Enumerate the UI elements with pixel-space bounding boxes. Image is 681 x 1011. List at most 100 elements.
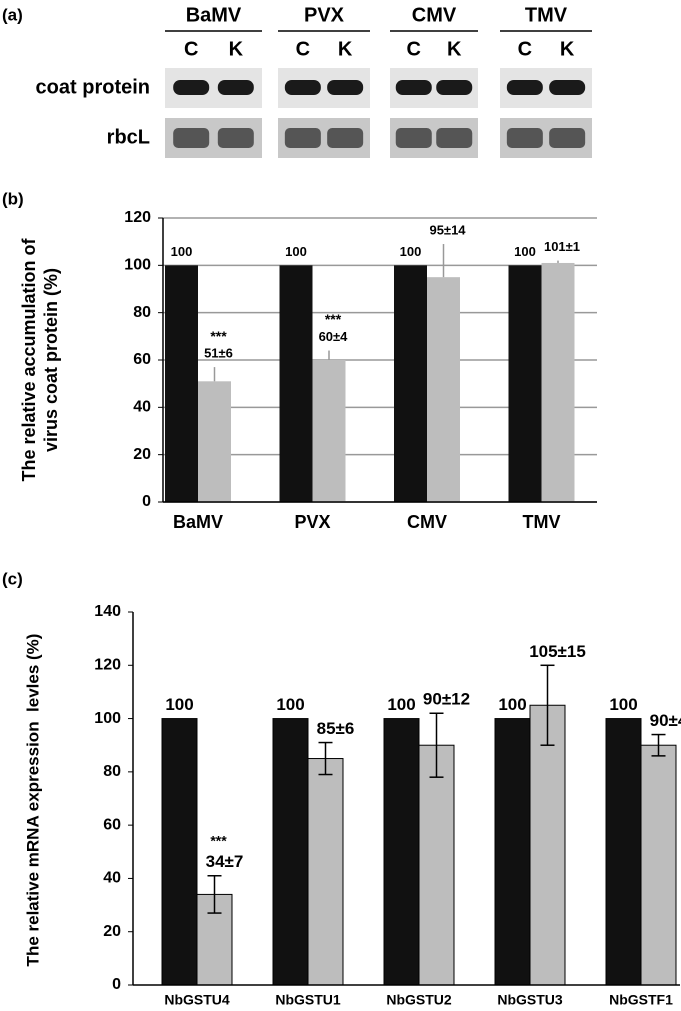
value-label: 60±4 <box>319 329 349 344</box>
x-tick-label: PVX <box>294 512 330 532</box>
significance: *** <box>210 328 227 344</box>
error-bar <box>540 664 555 746</box>
rbcl-band <box>173 128 210 148</box>
x-tick-label: NbGSTF1 <box>609 992 673 1008</box>
bar <box>605 718 642 986</box>
y-tick-label: 80 <box>133 304 151 321</box>
significance: *** <box>325 311 342 327</box>
x-tick-label: BaMV <box>173 512 223 532</box>
bar <box>383 718 420 986</box>
y-tick-label: 100 <box>94 710 121 727</box>
value-label: 100 <box>498 695 526 714</box>
y-tick-label: 120 <box>124 209 151 226</box>
bar <box>394 265 427 502</box>
x-tick-label: NbGSTU1 <box>275 992 341 1008</box>
bar <box>494 718 531 986</box>
error-bar <box>429 712 444 778</box>
y-axis-label: virus coat protein (%) <box>41 268 61 452</box>
value-label: 101±1 <box>544 239 580 254</box>
error-bar <box>651 733 666 757</box>
lane-label: K <box>447 38 462 60</box>
lane-label: K <box>229 38 244 60</box>
y-tick-label: 100 <box>124 257 151 274</box>
virus-name: TMV <box>525 4 568 26</box>
y-tick-label: 140 <box>94 603 121 620</box>
panel-label: (a) <box>2 5 23 24</box>
x-tick-label: NbGSTU2 <box>386 992 452 1008</box>
virus-name: BaMV <box>186 4 242 26</box>
row-label: rbcL <box>107 126 150 148</box>
bar <box>165 265 198 502</box>
bar <box>508 265 542 502</box>
bar <box>427 277 460 502</box>
value-label: 105±15 <box>529 642 586 661</box>
bar <box>161 718 198 986</box>
lane-label: K <box>338 38 353 60</box>
protein-band <box>506 80 543 95</box>
value-label: 100 <box>387 695 415 714</box>
lane-label: C <box>184 38 198 60</box>
bar <box>198 381 231 502</box>
y-tick-label: 40 <box>103 870 121 887</box>
bar <box>541 262 575 502</box>
value-label: 100 <box>400 244 422 259</box>
y-tick-label: 20 <box>133 446 151 463</box>
bar <box>640 744 677 986</box>
x-tick-label: NbGSTU3 <box>497 992 563 1008</box>
protein-band <box>173 80 210 95</box>
protein-band <box>284 80 321 95</box>
virus-name: CMV <box>412 4 457 26</box>
protein-band <box>549 80 586 95</box>
y-tick-label: 120 <box>94 657 121 674</box>
x-tick-label: TMV <box>523 512 561 532</box>
error-bar <box>207 875 222 914</box>
rbcl-band <box>436 128 473 148</box>
y-axis-label: The relative mRNA expression levles (%) <box>23 634 42 967</box>
error-bar <box>318 741 333 776</box>
bar <box>418 744 455 986</box>
y-tick-label: 0 <box>142 493 151 510</box>
protein-band <box>327 80 364 95</box>
virus-name: PVX <box>304 4 345 26</box>
rbcl-band <box>395 128 432 148</box>
protein-band <box>217 80 254 95</box>
rbcl-band <box>506 128 543 148</box>
value-label: 100 <box>609 695 637 714</box>
x-tick-label: NbGSTU4 <box>164 992 230 1008</box>
value-label: 90±12 <box>423 690 470 709</box>
value-label: 95±14 <box>429 222 466 237</box>
significance: *** <box>210 832 227 848</box>
rbcl-band <box>284 128 321 148</box>
value-label: 34±7 <box>206 852 244 871</box>
row-label: coat protein <box>36 76 150 98</box>
y-tick-label: 60 <box>103 816 121 833</box>
value-label: 100 <box>171 244 193 259</box>
panel-label: (b) <box>2 189 24 208</box>
y-tick-label: 40 <box>133 399 151 416</box>
lane-label: C <box>296 38 310 60</box>
y-tick-label: 0 <box>112 976 121 993</box>
bar <box>529 704 566 986</box>
y-tick-label: 20 <box>103 923 121 940</box>
rbcl-band <box>327 128 364 148</box>
rbcl-band <box>217 128 254 148</box>
y-tick-label: 80 <box>103 763 121 780</box>
bar <box>312 360 346 502</box>
value-label: 51±6 <box>204 346 233 361</box>
bar <box>307 758 344 986</box>
value-label: 100 <box>514 244 536 259</box>
value-label: 90±4 <box>650 711 681 730</box>
y-tick-label: 60 <box>133 351 151 368</box>
value-label: 100 <box>285 244 307 259</box>
bar <box>279 265 313 502</box>
rbcl-band <box>549 128 586 148</box>
lane-label: C <box>518 38 532 60</box>
lane-label: K <box>560 38 575 60</box>
y-axis-label: The relative accumulation of <box>19 237 39 481</box>
value-label: 100 <box>165 695 193 714</box>
protein-band <box>395 80 432 95</box>
protein-band <box>436 80 473 95</box>
lane-label: C <box>407 38 421 60</box>
panel-label: (c) <box>2 569 23 588</box>
